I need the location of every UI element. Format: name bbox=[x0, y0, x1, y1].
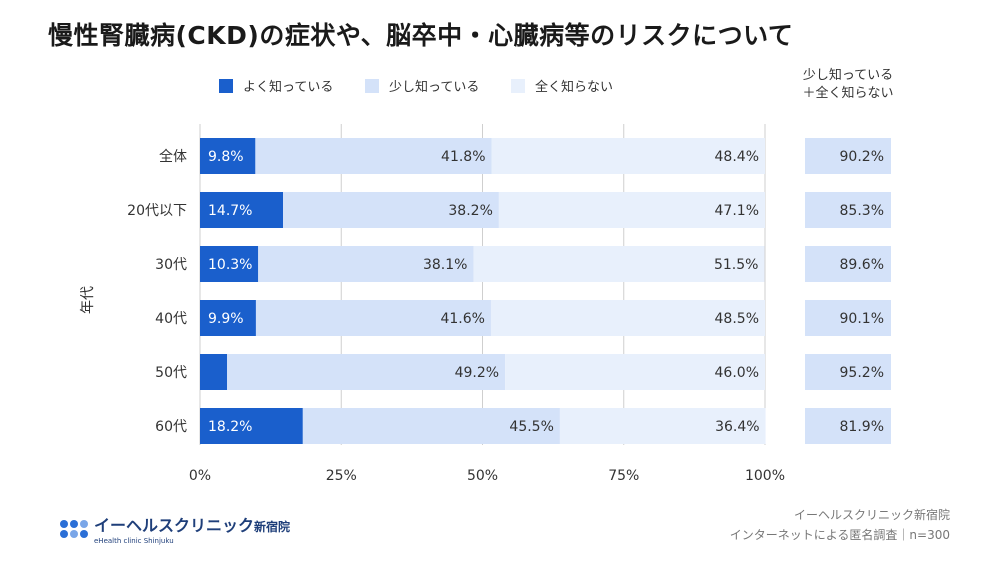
total-box bbox=[805, 300, 891, 336]
logo-suffix: 新宿院 bbox=[254, 520, 291, 534]
legend-label: 全く知らない bbox=[535, 79, 613, 95]
bar-segment bbox=[490, 300, 765, 336]
bar-value-label: 48.4% bbox=[715, 149, 759, 165]
total-value-label: 95.2% bbox=[840, 365, 884, 381]
bar-segment bbox=[473, 246, 765, 282]
bar-value-label: 14.7% bbox=[208, 203, 252, 219]
bar-segment bbox=[200, 138, 256, 174]
logo-dots-icon bbox=[60, 519, 88, 538]
total-value-label: 85.3% bbox=[840, 203, 884, 219]
x-tick-label: 0% bbox=[189, 468, 211, 484]
category-label: 40代 bbox=[155, 311, 187, 327]
bar-value-label: 36.4% bbox=[715, 419, 759, 435]
chart-title: 慢性腎臓病(CKD)の症状や、脳卒中・心臓病等のリスクについて bbox=[48, 21, 794, 50]
totals-header: 少し知っている bbox=[803, 67, 893, 83]
x-tick-label: 25% bbox=[326, 468, 357, 484]
clinic-logo: イーヘルスクリニック新宿院 eHealth clinic Shinjuku bbox=[60, 512, 290, 545]
bar-segment bbox=[258, 246, 474, 282]
category-label: 60代 bbox=[155, 419, 187, 435]
bar-segment bbox=[200, 354, 228, 390]
legend-swatch bbox=[219, 79, 233, 93]
x-tick-label: 50% bbox=[467, 468, 498, 484]
logo-text: イーヘルスクリニック新宿院 bbox=[94, 512, 290, 536]
bar-segment bbox=[255, 300, 491, 336]
bar-segment bbox=[200, 246, 259, 282]
bar-segment bbox=[283, 192, 499, 228]
legend-label: よく知っている bbox=[243, 79, 333, 95]
logo-dot bbox=[70, 519, 78, 528]
y-axis-label: 年代 bbox=[80, 286, 96, 314]
logo-dot bbox=[70, 529, 78, 538]
total-box bbox=[805, 192, 891, 228]
total-value-label: 90.2% bbox=[840, 149, 884, 165]
bar-segment bbox=[505, 354, 765, 390]
logo-dot bbox=[60, 519, 68, 528]
totals-header: ＋全く知らない bbox=[802, 85, 893, 101]
bar-segment bbox=[227, 354, 506, 390]
bar-value-label: 38.1% bbox=[423, 257, 467, 273]
bar-value-label: 18.2% bbox=[208, 419, 252, 435]
total-box bbox=[805, 246, 891, 282]
logo-subtitle: eHealth clinic Shinjuku bbox=[94, 537, 174, 545]
bar-value-label: 45.5% bbox=[509, 419, 553, 435]
logo-dot bbox=[60, 529, 68, 538]
bar-value-label: 9.8% bbox=[208, 149, 244, 165]
legend-swatch bbox=[511, 79, 525, 93]
bar-value-label: 46.0% bbox=[715, 365, 759, 381]
x-tick-label: 75% bbox=[608, 468, 639, 484]
legend-label: 少し知っている bbox=[389, 79, 479, 95]
bar-segment bbox=[498, 192, 765, 228]
x-tick-label: 100% bbox=[745, 468, 785, 484]
category-label: 30代 bbox=[155, 257, 187, 273]
category-label: 20代以下 bbox=[127, 203, 187, 219]
bar-segment bbox=[559, 408, 766, 444]
bar-segment bbox=[302, 408, 560, 444]
bar-value-label: 9.9% bbox=[208, 311, 244, 327]
bar-value-label: 47.1% bbox=[715, 203, 759, 219]
bar-value-label: 51.5% bbox=[714, 257, 758, 273]
bar-segment bbox=[200, 408, 303, 444]
total-box bbox=[805, 408, 891, 444]
source-line-1: イーヘルスクリニック新宿院 bbox=[793, 508, 950, 522]
source-line-2: インターネットによる匿名調査｜n=300 bbox=[729, 528, 950, 542]
total-value-label: 89.6% bbox=[840, 257, 884, 273]
legend-swatch bbox=[365, 79, 379, 93]
total-box bbox=[805, 354, 891, 390]
source-note: イーヘルスクリニック新宿院 インターネットによる匿名調査｜n=300 bbox=[730, 505, 950, 545]
category-label: 全体 bbox=[159, 148, 187, 165]
bar-segment bbox=[200, 300, 256, 336]
bar-value-label: 48.5% bbox=[715, 311, 759, 327]
bar-value-label: 38.2% bbox=[448, 203, 492, 219]
logo-dot bbox=[80, 519, 88, 528]
bar-segment bbox=[255, 138, 492, 174]
total-value-label: 90.1% bbox=[840, 311, 884, 327]
logo-dot bbox=[80, 529, 88, 538]
bar-value-label: 49.2% bbox=[455, 365, 499, 381]
bar-value-label: 41.6% bbox=[440, 311, 484, 327]
total-value-label: 81.9% bbox=[840, 419, 884, 435]
bar-value-label: 41.8% bbox=[441, 149, 485, 165]
total-box bbox=[805, 138, 891, 174]
category-label: 50代 bbox=[155, 365, 187, 381]
bar-segment bbox=[200, 192, 284, 228]
bar-segment bbox=[491, 138, 765, 174]
bar-value-label: 10.3% bbox=[208, 257, 252, 273]
logo-name: イーヘルスクリニック bbox=[94, 516, 255, 535]
